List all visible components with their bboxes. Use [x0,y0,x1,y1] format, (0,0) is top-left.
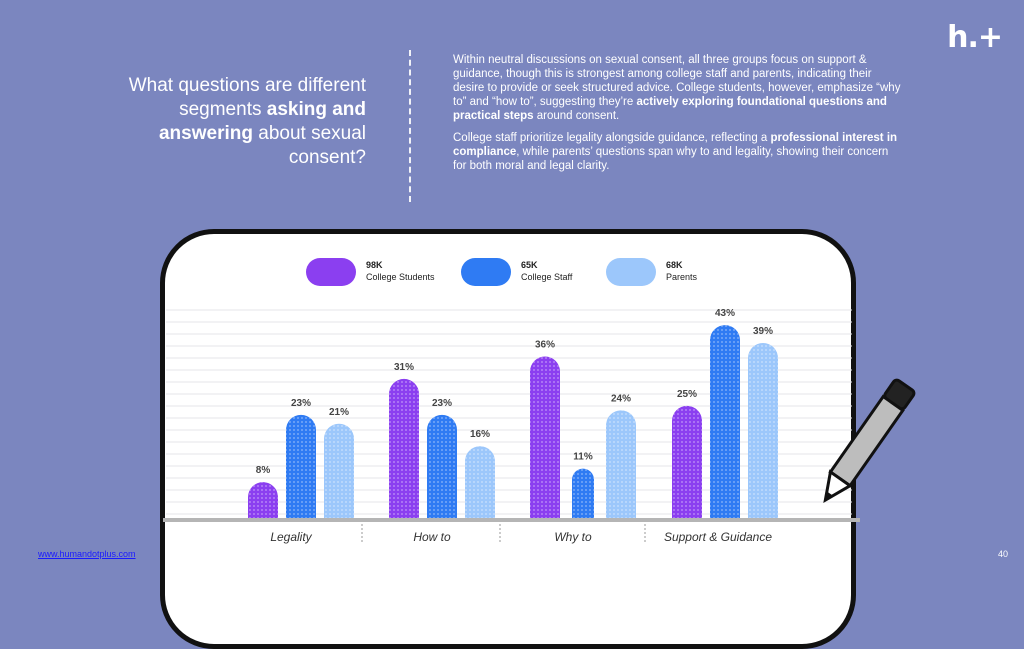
bar-texture [672,405,702,518]
legend-count: 98K [366,260,383,270]
data-label: 25% [677,389,697,400]
legend-label: College Staff [521,272,573,282]
category-label: Support & Guidance [664,530,772,544]
legend-swatch [306,258,356,286]
data-label: 8% [256,465,271,476]
bar-texture [748,343,778,518]
title-text-2: about sexual consent? [252,123,366,168]
legend-label: Parents [666,272,698,282]
page-number: 40 [997,549,1008,559]
legend-count: 68K [666,260,683,270]
data-label: 23% [432,398,452,409]
category-label: How to [413,530,451,544]
bar-texture [606,410,636,518]
website-link[interactable]: www.humandotplus.com [38,549,136,559]
legend-swatch [606,258,656,286]
bar-texture [389,378,419,518]
category-label: Legality [270,530,312,544]
bar-texture [427,414,457,518]
legend-label: College Students [366,272,435,282]
bar-texture [572,468,594,518]
category-label: Why to [554,530,592,544]
data-label: 31% [394,362,414,373]
pencil-icon [823,378,916,504]
data-label: 43% [715,308,735,319]
bar-texture [710,325,740,518]
data-label: 16% [470,429,490,440]
bar-texture [530,356,560,518]
data-label: 24% [611,393,631,404]
data-label: 39% [753,326,773,337]
bar-texture [248,482,278,518]
data-label: 36% [535,339,555,350]
bar-texture [286,414,316,518]
legend-count: 65K [521,260,538,270]
title-bold-text: asking and answering [158,99,366,144]
legend-swatch [461,258,511,286]
bar-texture [324,423,354,518]
page-title: What questions are different segments as… [120,74,366,170]
title-text-1: What questions are different segments [128,75,366,120]
bar-texture [465,446,495,518]
bar-chart: 8% 23% 21% Legality 31% 23% 16% How to 36% 11% 24%… [163,308,860,544]
vertical-divider [409,50,411,202]
data-label: 23% [291,398,311,409]
data-label: 21% [329,407,349,418]
description-paragraph-1: Within neutral discussions on sexual con… [453,54,901,122]
description-paragraph-2: College staff prioritize legality alongs… [453,132,898,172]
description: Within neutral discussions on sexual con… [453,53,903,181]
data-label: 11% [573,452,593,463]
brand-logo: h.+ [947,20,1003,55]
